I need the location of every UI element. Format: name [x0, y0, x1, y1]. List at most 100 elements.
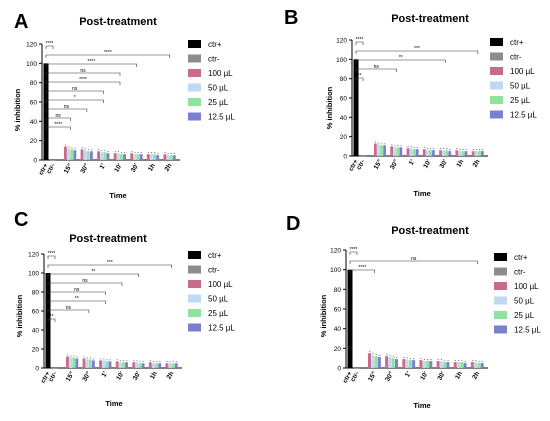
legend-label: 100 µL [208, 280, 233, 289]
bar-1-1 [83, 150, 87, 160]
bar-2-6 [171, 363, 175, 368]
legend-swatch [188, 323, 201, 332]
y-axis-label: % inhibition [319, 294, 328, 337]
bracket-line [355, 59, 446, 63]
legend-swatch [494, 325, 507, 334]
legend-label: 50 µL [208, 295, 229, 304]
bar-1-0 [377, 144, 380, 156]
legend-swatch [188, 83, 201, 92]
bar-3-2 [415, 149, 419, 156]
y-tick-label: 20 [334, 346, 342, 353]
x-tick-label: 15" [373, 159, 384, 171]
x-axis-label: Time [105, 399, 122, 408]
bar-0-5 [148, 362, 152, 368]
bracket-line [47, 318, 56, 322]
x-tick-label: 10' [422, 158, 433, 169]
y-tick-label: 120 [26, 42, 37, 49]
bar-3-6 [172, 155, 176, 160]
bar-1-2 [405, 359, 409, 368]
bar-0-4 [130, 153, 134, 160]
legend-swatch [490, 67, 503, 75]
legend-label: ctr- [510, 53, 522, 62]
bracket-label: ** [91, 269, 95, 275]
bar-2-4 [138, 363, 142, 368]
bar-0-6 [165, 363, 169, 368]
bar-2-0 [374, 356, 378, 368]
bar-3-3 [125, 362, 128, 368]
y-tick-label: 120 [330, 248, 341, 255]
bar-3-6 [480, 151, 484, 156]
bar-2-3 [122, 362, 125, 368]
bar-0-3 [115, 361, 119, 368]
legend: ctr+ ctr- 100 µL 50 µL 25 µL 12.5 µL [188, 251, 235, 333]
y-tick-label: 80 [334, 287, 342, 294]
x-tick-label-control: ctr- [47, 371, 58, 384]
chart-title: Post-treatment [79, 16, 157, 28]
x-tick-label: 1' [404, 370, 413, 378]
bar-2-5 [460, 362, 464, 368]
y-tick-label: 100 [330, 267, 341, 274]
bracket-label: **** [356, 37, 364, 43]
bracket-line [45, 90, 104, 94]
bar-1-4 [133, 154, 137, 160]
legend-swatch [494, 253, 507, 261]
bracket-line [47, 273, 139, 277]
y-tick-label: 100 [336, 57, 347, 64]
bar-0-6 [470, 362, 474, 368]
bar-1-0 [69, 357, 72, 368]
bar-0-4 [439, 150, 442, 156]
bar-3-2 [106, 153, 110, 160]
legend-label: 12.5 µL [208, 324, 235, 333]
legend-label: ctr+ [514, 253, 528, 262]
bracket-label: **** [79, 77, 87, 83]
x-tick-label: 1h [455, 158, 465, 168]
bar-0-6 [163, 154, 167, 160]
legend-swatch [490, 81, 503, 90]
bracket-label: *** [107, 260, 113, 266]
bar-ctr-plus [353, 59, 359, 157]
bracket-label: **** [350, 247, 358, 253]
bar-2-6 [477, 363, 481, 368]
bracket-line [349, 260, 478, 264]
x-tick-label: 2h [164, 162, 174, 172]
bar-0-0 [374, 143, 377, 156]
x-tick-label: 30" [384, 371, 395, 383]
bracket-label: * [74, 95, 76, 101]
chart-panel-d: D Post-treatment 0 20 40 60 80 100 120 % inhibiti… [286, 213, 541, 410]
significance-bracket: ** [355, 73, 364, 81]
bar-2-5 [461, 151, 465, 156]
y-tick-label: 20 [30, 138, 38, 145]
legend-swatch [494, 296, 507, 305]
legend-swatch [188, 280, 201, 288]
panel-letter: D [286, 213, 300, 235]
bar-1-0 [67, 148, 70, 160]
y-tick-label: 40 [340, 115, 348, 122]
y-tick-label: 60 [30, 100, 38, 107]
bracket-line [47, 264, 173, 268]
y-tick-label: 20 [32, 347, 40, 354]
significance-bracket: ns [47, 278, 123, 286]
y-tick-label: 40 [32, 328, 40, 335]
x-tick-label-control: ctr- [349, 371, 360, 384]
bar-0-0 [64, 146, 67, 160]
bracket-line [47, 291, 106, 295]
significance-bracket: ns [47, 305, 90, 313]
x-tick-label: 30" [389, 159, 400, 171]
x-tick-label: 15" [65, 371, 76, 383]
legend: ctr+ ctr- 100 µL 50 µL 25 µL 12.5 µL [188, 40, 235, 122]
bracket-label: ns [64, 104, 70, 110]
bracket-label: ** [358, 73, 362, 79]
significance-bracket: ** [355, 55, 446, 63]
significance-bracket: **** [45, 50, 171, 58]
bar-2-1 [391, 358, 395, 368]
significance-bracket: **** [46, 41, 53, 49]
bar-3-0 [383, 145, 386, 156]
bar-3-1 [92, 360, 95, 368]
bar-1-4 [439, 361, 443, 368]
bar-2-3 [429, 150, 432, 156]
y-tick-label: 40 [334, 326, 342, 333]
bracket-label: **** [48, 251, 56, 257]
legend-swatch [188, 112, 201, 121]
bar-1-0 [371, 355, 375, 368]
legend-swatch [188, 251, 201, 259]
